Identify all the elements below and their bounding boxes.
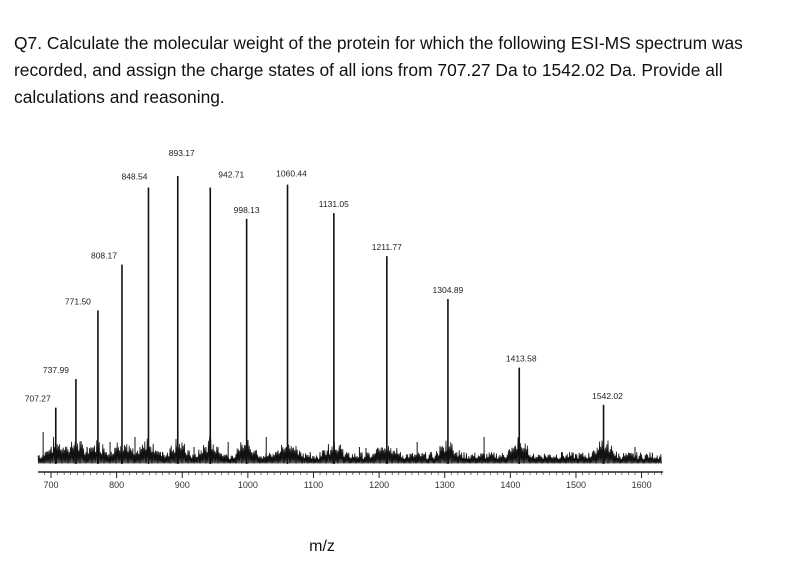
x-tick-label: 1400 [500, 480, 520, 490]
peak-label: 998.13 [234, 205, 260, 215]
x-tick-label: 1500 [566, 480, 586, 490]
peak-label: 1211.77 [372, 242, 402, 252]
x-tick-label: 1600 [632, 480, 652, 490]
peak-layer: 707.27 737.99 771.50 808.17 848.54 893.17 942.… [25, 148, 623, 464]
x-tick-label: 1200 [369, 480, 389, 490]
peak-label: 1413.58 [506, 354, 537, 364]
x-tick-label: 1000 [238, 480, 258, 490]
peak-label: 848.54 [121, 171, 147, 181]
question-line-3: calculations and reasoning. [14, 87, 225, 107]
spectrum-baseline-trace [37, 436, 662, 464]
peak-label: 893.17 [169, 148, 195, 158]
x-tick-label: 900 [175, 480, 190, 490]
x-tick-label: 700 [43, 480, 58, 490]
question-text: Q7. Calculate the molecular weight of th… [14, 30, 784, 111]
peak-label: 707.27 [25, 394, 51, 404]
peak-label: 1131.05 [319, 199, 349, 209]
x-axis-ticks: 700 800 900 1000 1100 1200 1300 1400 1500 1600 [43, 472, 662, 490]
peak-label: 1060.44 [276, 169, 307, 179]
spectrum-trace-layer [37, 432, 662, 464]
peak-label: 942.71 [218, 169, 244, 179]
peak-label: 737.99 [43, 365, 69, 375]
question-line-2: recorded, and assign the charge states o… [14, 60, 723, 80]
peak-label: 808.17 [91, 251, 117, 261]
x-axis-title: m/z [309, 538, 335, 555]
peak-label: 1304.89 [433, 285, 464, 295]
peak-label: 1542.02 [592, 391, 623, 401]
x-tick-label: 1100 [304, 480, 323, 490]
question-line-1: Q7. Calculate the molecular weight of th… [14, 33, 743, 53]
x-tick-label: 1300 [435, 480, 455, 490]
peak-label: 771.50 [65, 296, 91, 306]
x-tick-label: 800 [109, 480, 124, 490]
